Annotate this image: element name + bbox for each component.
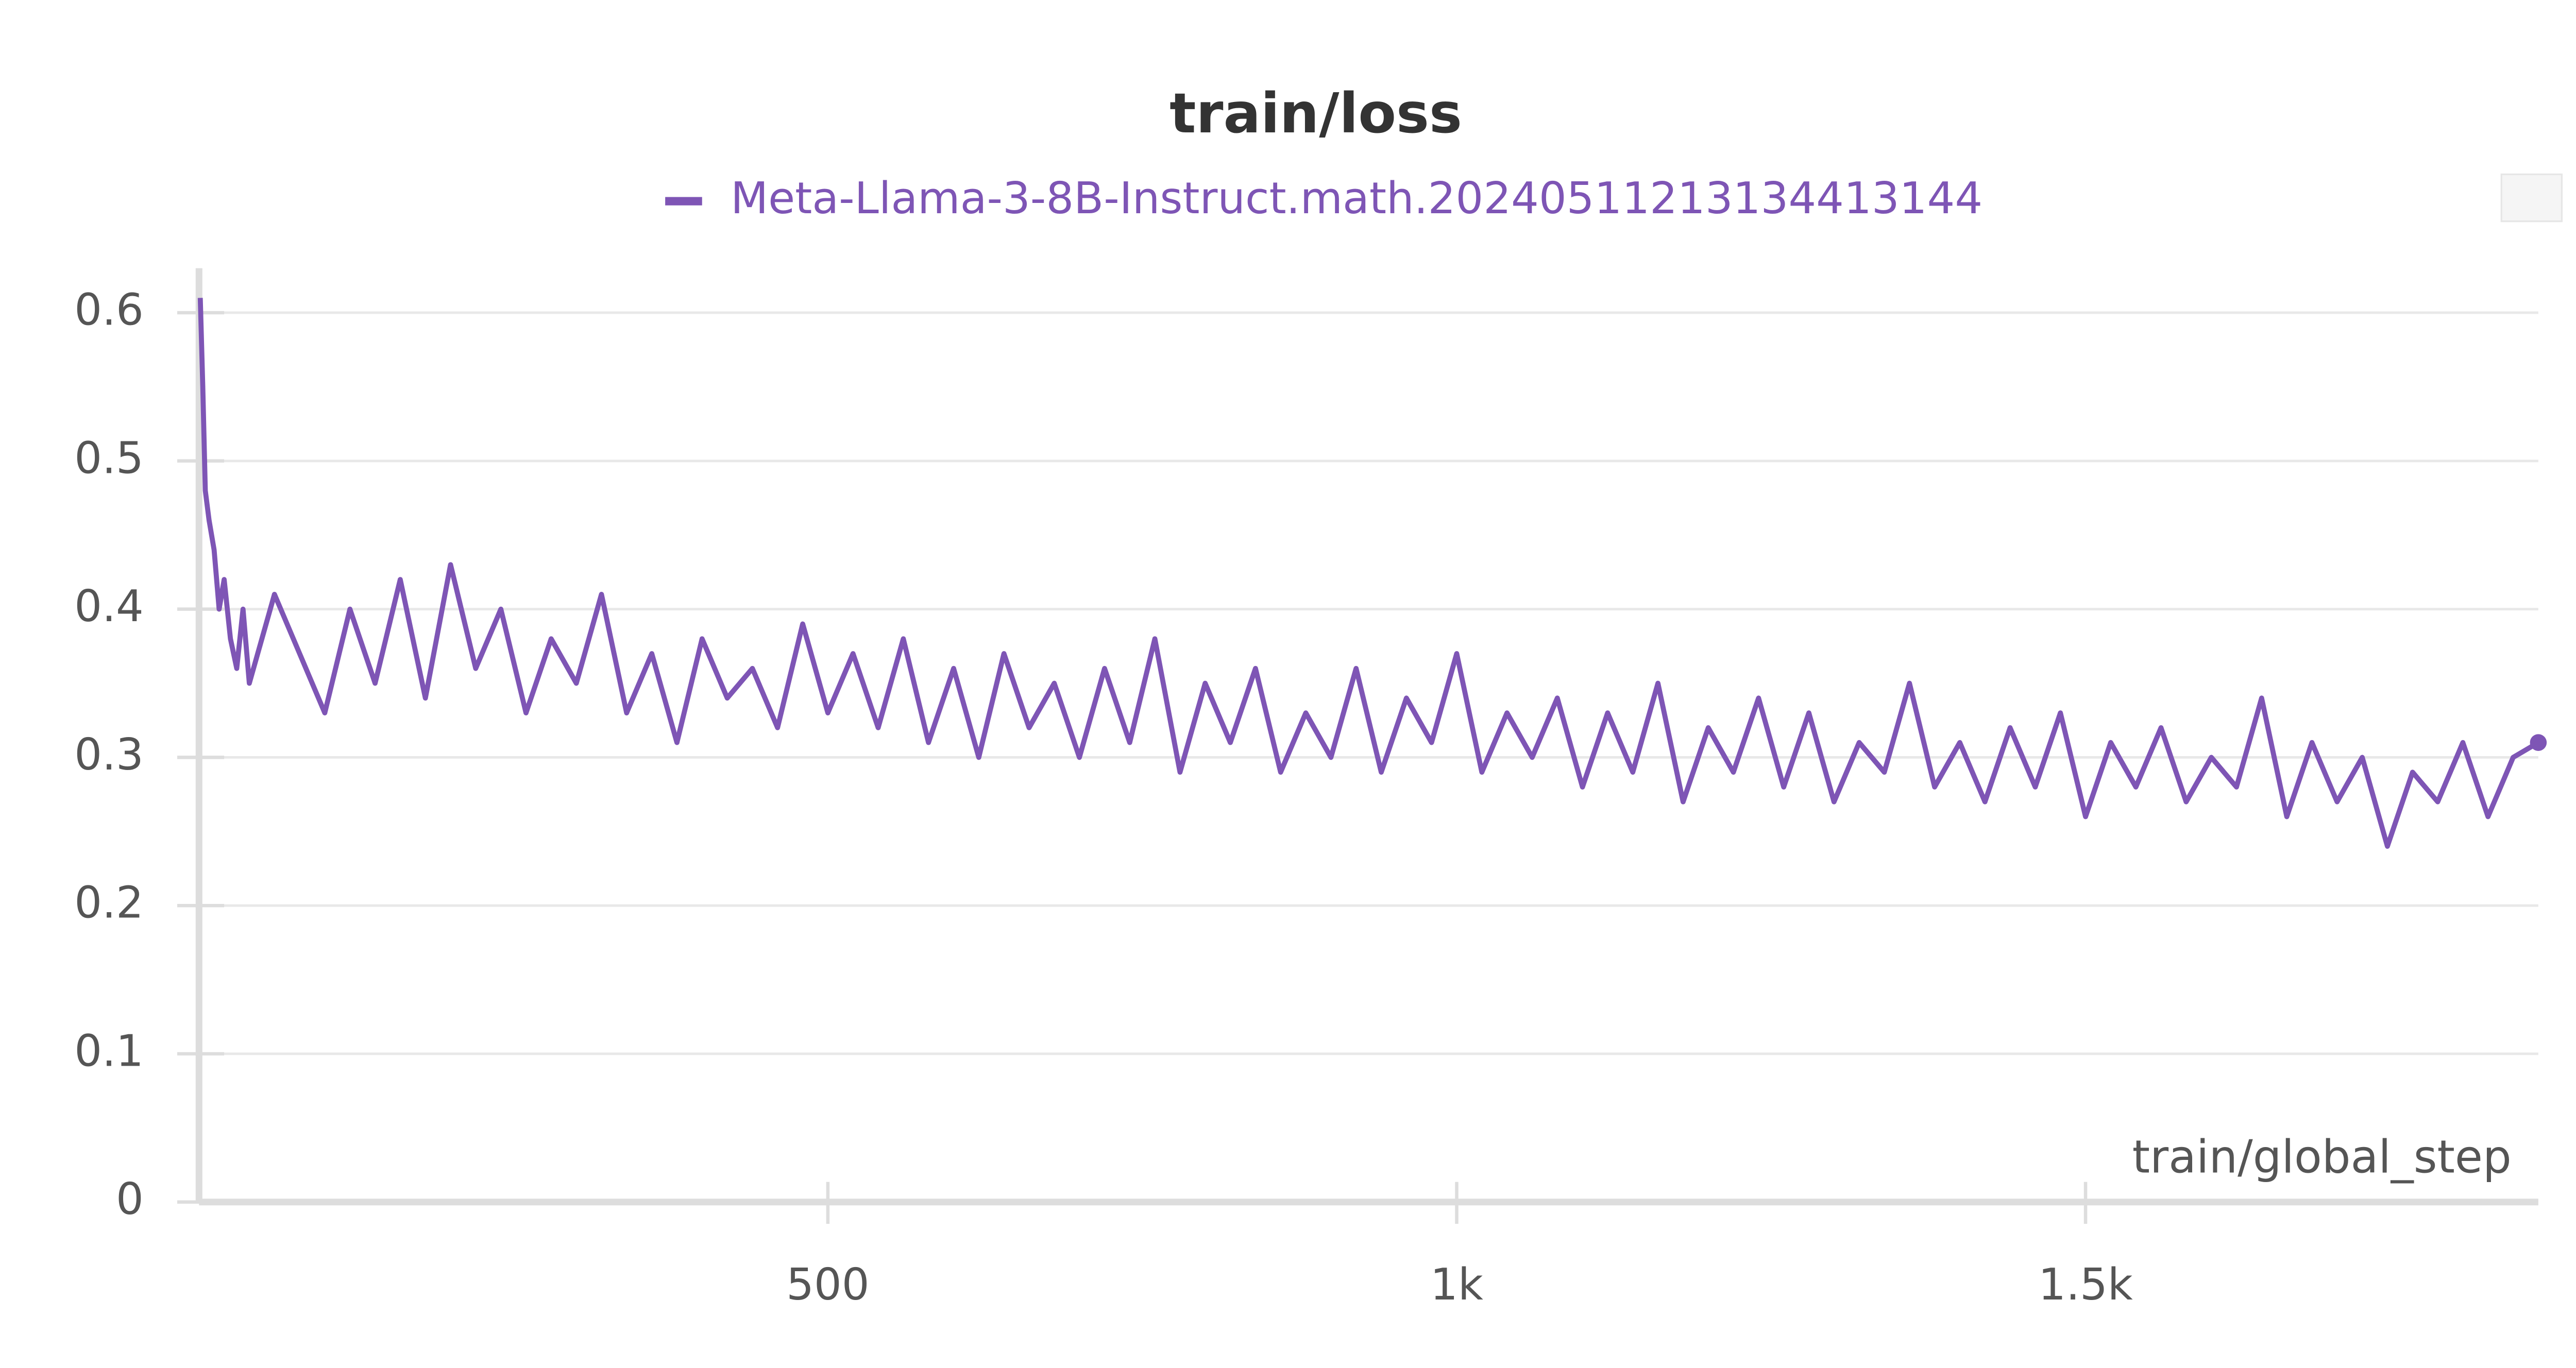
y-tick-label: 0 [116,1173,144,1224]
y-tick-label: 0.6 [74,284,144,335]
y-tick-label: 0.2 [74,877,144,928]
x-tick-label: 500 [786,1259,870,1310]
x-axis-label: train/global_step [2132,1130,2512,1183]
y-tick-label: 0.4 [74,580,144,631]
loss-line [197,298,2540,849]
y-tick-label: 0.1 [74,1025,144,1076]
y-tick-label: 0.5 [74,432,144,483]
legend-label: Meta-Llama-3-8B-Instruct.math.2024051121… [731,173,1982,224]
x-tick-label: 1k [1430,1259,1483,1310]
legend-button[interactable] [2500,173,2563,223]
end-point [2530,734,2547,751]
x-tick-label: 1.5k [2038,1259,2133,1310]
chart-title: train/loss [1170,81,1462,146]
y-tick-label: 0.3 [74,729,144,780]
